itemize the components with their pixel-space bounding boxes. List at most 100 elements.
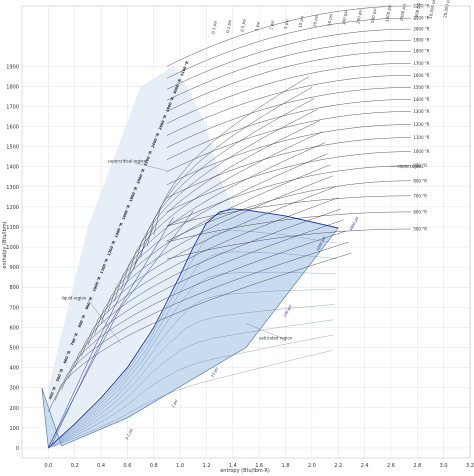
quality-line (53, 334, 334, 447)
sat-pressure-label: 3000 psi (349, 216, 360, 232)
left-temp-label: 2000 °R (136, 168, 146, 184)
isobar-line (114, 142, 326, 302)
y-tick-label: 1000 (6, 245, 19, 251)
isobar-line (61, 230, 347, 390)
isotherm-label: 1700 °R (413, 61, 429, 66)
saturated-region (41, 208, 339, 449)
liquid-boundary-line (48, 226, 155, 449)
quality-line (49, 251, 337, 448)
sat-pressure-label: 100 psi (283, 304, 293, 317)
left-temp-label: 1100 °R (99, 258, 109, 274)
y-tick-label: 900 (9, 265, 19, 271)
left-temp-label: 1000 °R (92, 276, 102, 292)
isobar-line (140, 98, 315, 258)
isotherm-label: 1600 °R (413, 73, 429, 78)
annotation-leader (390, 166, 424, 168)
sat-pressure-label: 1000 psi (316, 236, 327, 252)
x-tick-label: 1.4 (229, 463, 237, 469)
isotherm-line (166, 124, 411, 185)
left-temp-label: 2800 °R (165, 96, 175, 112)
isobar-line (48, 252, 352, 412)
isobar-label: 500 psi (370, 8, 377, 23)
y-tick-label: 1400 (6, 165, 19, 171)
y-tick-label: 500 (9, 346, 19, 352)
plot-frame (21, 5, 471, 459)
annotation: vapor region (398, 164, 424, 169)
x-tick-label: 3.0 (440, 463, 448, 469)
isobar-label: 200 psi (355, 9, 362, 24)
isobar-line (94, 175, 334, 335)
left-temp-label: 1200 °R (107, 240, 117, 256)
x-tick-label: 2.0 (308, 463, 316, 469)
isobar-label: 0.2 psi (225, 19, 232, 33)
left-temp-label: 2600 °R (158, 114, 168, 130)
y-tick-label: 1300 (6, 185, 19, 191)
x-tick-label: 0.6 (123, 463, 131, 469)
y-tick-label: 200 (9, 406, 19, 412)
isotherm-label: 1400 °R (413, 97, 429, 102)
y-tick-label: 1600 (6, 125, 19, 131)
x-tick-label: 1.8 (282, 463, 290, 469)
isobar-line (147, 87, 312, 247)
annotation-leader (87, 299, 121, 344)
isotherm-label: 500 °R (413, 226, 427, 231)
chart-labels: 2200 °R 2100 °R 2000 °R 1900 °R 1800 °R 1700 … (48, 0, 451, 440)
annotation: saturated region (259, 335, 293, 340)
left-temp-label: 3000 °R (173, 78, 183, 94)
quality-line (51, 304, 335, 447)
isotherm-lines (166, 5, 411, 260)
isobar-line (153, 76, 310, 236)
isotherm-line (166, 151, 411, 213)
left-temp-label: 600 °R (63, 350, 72, 364)
x-tick-label: 2.8 (413, 463, 421, 469)
isobar-label: 20,000 psi (442, 0, 451, 18)
isobar-label: 1 psi (254, 21, 261, 31)
isotherm-label: 700 °R (413, 193, 427, 198)
y-tick-label: 600 (9, 325, 19, 331)
isotherm-label: 1900 °R (413, 38, 429, 43)
isobar-line (120, 131, 323, 291)
isotherm-line (166, 75, 411, 136)
left-temp-label: 700 °R (70, 332, 79, 346)
sat-pressure-label: 1 psi (171, 399, 179, 408)
y-tick-label: 400 (9, 366, 19, 372)
quality-line (51, 288, 336, 448)
y-tick-label: 700 (9, 305, 19, 311)
isobar-label: 1000 psi (384, 4, 392, 22)
isobar-label: 2 psi (268, 20, 275, 30)
isotherm-label: 600 °R (413, 209, 427, 214)
left-temp-label: 1800 °R (129, 186, 139, 202)
sat-pressure-label: 0.1 psi (125, 428, 134, 440)
isotherm-line (166, 63, 411, 124)
left-temp-label: 400 °R (48, 386, 57, 400)
isobar-label: 50 psi (326, 13, 333, 26)
isotherm-label: 1500 °R (413, 85, 429, 90)
isotherm-line (166, 51, 411, 112)
isobar-label: 5000 psi (413, 2, 421, 20)
y-axis-label: enthalpy (Btu/lbm) (2, 221, 8, 268)
y-tick-label: 100 (9, 426, 19, 432)
y-tick-label: 1500 (6, 145, 19, 151)
isobar-label: 100 psi (341, 10, 348, 25)
y-tick-label: 1700 (6, 104, 19, 110)
left-temp-label: 800 °R (77, 314, 86, 328)
annotation-leader (133, 162, 167, 171)
isobar-label: 20 psi (312, 14, 319, 27)
sat-pressure-label: 10 psi (210, 367, 219, 378)
isobar-line (133, 109, 318, 269)
left-temp-label: 5100 °R (180, 60, 190, 76)
isotherm-line (166, 87, 411, 148)
x-tick-label: 0.2 (71, 463, 79, 469)
isobar-line (54, 241, 349, 401)
isotherm-line (166, 28, 411, 90)
isotherm-label: 1300 °R (413, 109, 429, 114)
isobar-label: 10,000 psi (428, 0, 437, 19)
x-tick-label: 2.2 (334, 463, 342, 469)
isotherm-label: 1000 °R (413, 149, 429, 154)
isotherm-line (166, 5, 411, 67)
isobar-label: 0.1 psi (210, 20, 217, 34)
x-tick-label: 0.4 (97, 463, 105, 469)
x-tick-label: 1.2 (202, 463, 210, 469)
y-tick-label: 800 (9, 285, 19, 291)
